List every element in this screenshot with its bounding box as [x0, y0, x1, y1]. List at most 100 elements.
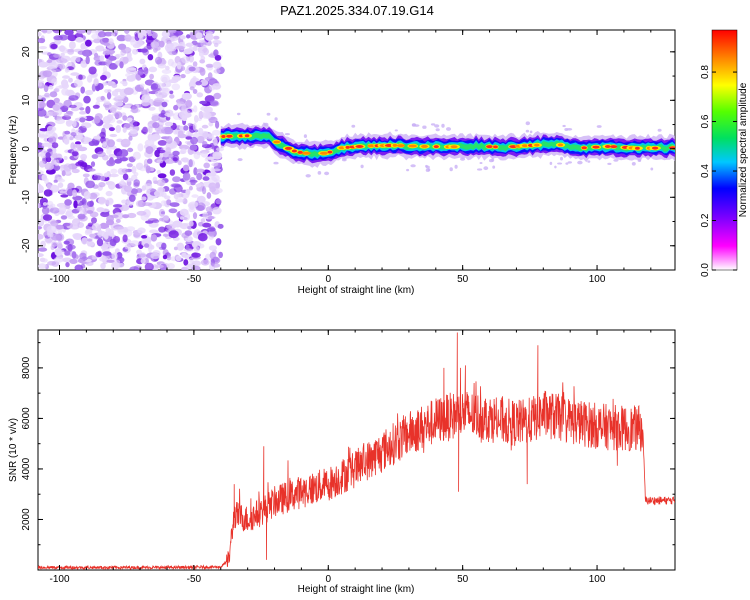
noise-blob [46, 59, 53, 64]
noise-blob [196, 92, 204, 98]
signal-speck [525, 129, 530, 133]
noise-blob [202, 176, 210, 181]
noise-blob [44, 162, 54, 171]
noise-blob [164, 121, 174, 127]
noise-blob [175, 198, 185, 203]
noise-blob [162, 233, 169, 237]
noise-blob [106, 259, 115, 263]
noise-blob [103, 231, 109, 240]
noise-blob [126, 75, 136, 82]
signal-track [219, 112, 675, 178]
noise-blob [139, 166, 147, 172]
noise-blob [94, 52, 99, 58]
noise-blob [75, 37, 84, 43]
signal-speck [406, 168, 410, 172]
noise-blob [151, 115, 160, 122]
noise-blob [97, 31, 107, 38]
noise-blob [162, 254, 168, 260]
noise-blob [198, 50, 205, 57]
noise-blob [189, 86, 195, 91]
noise-blob [188, 220, 194, 227]
noise-blob [38, 184, 44, 193]
noise-blob [200, 40, 208, 48]
noise-blob [149, 167, 155, 172]
noise-blob [147, 133, 153, 141]
noise-blob [80, 86, 85, 94]
noise-blob [212, 168, 221, 172]
noise-blob [140, 258, 146, 264]
noise-blob [204, 33, 214, 41]
noise-blob [110, 214, 119, 218]
noise-blob [169, 36, 178, 42]
noise-blob [64, 250, 71, 256]
noise-blob [122, 56, 129, 64]
signal-speck [263, 122, 269, 127]
noise-blob [55, 118, 66, 125]
noise-blob [71, 107, 80, 112]
noise-blob [86, 201, 94, 207]
noise-blob [201, 222, 212, 228]
noise-blob [78, 74, 83, 80]
noise-blob [79, 111, 87, 115]
noise-blob [115, 125, 122, 133]
noise-blob [53, 53, 61, 58]
noise-blob [178, 110, 189, 119]
noise-blob [59, 205, 67, 214]
signal-speck [549, 161, 553, 165]
noise-blob [39, 46, 47, 50]
noise-blob [84, 115, 94, 122]
noise-blob [180, 74, 186, 79]
noise-blob [213, 162, 222, 169]
snr-panel: -100 -50 0 50 100 2000 4000 6000 8000 Height of… [8, 329, 676, 595]
noise-blob [88, 255, 93, 260]
noise-blob [60, 215, 68, 220]
noise-blob [68, 41, 76, 50]
noise-blob [39, 134, 49, 138]
noise-blob [137, 227, 146, 234]
signal-peak-core [396, 144, 405, 148]
spectrogram-x-tick-label: 50 [457, 274, 469, 285]
noise-blob [166, 255, 172, 261]
noise-blob [189, 257, 194, 264]
noise-blob [173, 104, 179, 111]
signal-peak-core [635, 146, 640, 150]
noise-blob [186, 34, 191, 39]
noise-blob [199, 100, 208, 105]
noise-blob [212, 129, 221, 136]
signal-speck [613, 159, 619, 162]
noise-blob [207, 216, 215, 220]
noise-blob [109, 238, 117, 247]
noise-blob [188, 66, 196, 72]
noise-blob [213, 69, 221, 74]
noise-blob [212, 83, 222, 90]
signal-speck [483, 166, 489, 171]
noise-blob [111, 90, 119, 97]
noise-blob [85, 89, 94, 96]
noise-blob [154, 97, 165, 103]
noise-blob [131, 188, 138, 195]
noise-blob [65, 244, 76, 250]
signal-speck [596, 125, 602, 128]
signal-speck [446, 127, 451, 131]
noise-blob [209, 100, 219, 106]
noise-blob [150, 83, 159, 90]
noise-blob [112, 204, 123, 208]
noise-blob [109, 173, 119, 178]
noise-blob [207, 231, 215, 236]
noise-blob [88, 241, 95, 247]
noise-blob [69, 258, 78, 264]
spectrogram-y-ticks: -20 -10 0 10 20 [21, 46, 675, 271]
noise-blob [85, 261, 94, 266]
noise-blob [197, 233, 208, 242]
noise-blob [48, 84, 54, 90]
noise-blob [66, 110, 74, 115]
spectrogram-x-tick-label: 100 [589, 274, 606, 285]
noise-blob [172, 157, 178, 162]
signal-speck [607, 162, 612, 165]
noise-blob [158, 226, 166, 233]
noise-blob [140, 83, 145, 88]
signal-speck [360, 164, 364, 169]
signal-peak-core [226, 134, 233, 138]
noise-blob [215, 238, 222, 246]
noise-blob [109, 107, 117, 114]
